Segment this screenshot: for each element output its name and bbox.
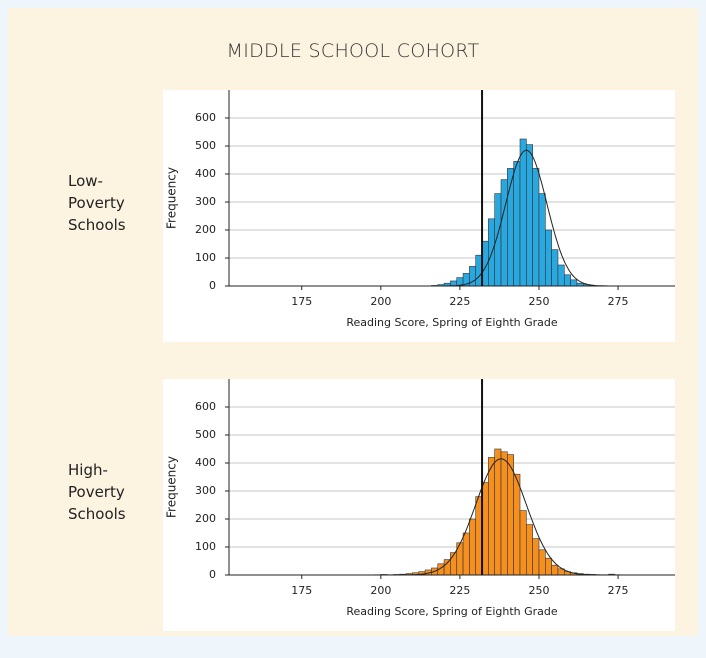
y-tick-label: 300 <box>195 484 216 497</box>
x-tick-label: 175 <box>291 295 312 308</box>
bar <box>513 161 521 287</box>
bar <box>494 448 502 576</box>
x-tick-label: 175 <box>291 584 312 597</box>
bar <box>488 457 496 576</box>
x-tick-label: 200 <box>370 584 391 597</box>
bar <box>513 473 521 576</box>
bar <box>519 510 527 576</box>
bar <box>545 557 552 576</box>
plot-background <box>163 90 675 342</box>
y-tick-label: 600 <box>195 111 216 124</box>
x-tick-label: 225 <box>449 295 470 308</box>
y-tick-label: 100 <box>195 251 216 264</box>
x-tick-label: 225 <box>449 584 470 597</box>
bar <box>450 552 458 576</box>
x-tick-label: 250 <box>528 295 549 308</box>
x-tick-label: 275 <box>608 295 629 308</box>
x-tick-label: 250 <box>528 584 549 597</box>
y-tick-label: 400 <box>195 456 216 469</box>
y-tick-label: 200 <box>195 512 216 525</box>
bar <box>519 138 527 287</box>
bar <box>443 559 451 576</box>
bar <box>500 451 508 576</box>
y-tick-label: 400 <box>195 167 216 180</box>
x-axis-label: Reading Score, Spring of Eighth Grade <box>346 605 558 618</box>
y-tick-label: 0 <box>209 279 216 292</box>
y-tick-label: 600 <box>195 400 216 413</box>
x-tick-label: 200 <box>370 295 391 308</box>
y-axis-label: Frequency <box>165 456 179 518</box>
bar <box>538 193 546 287</box>
x-tick-label: 275 <box>608 584 629 597</box>
bar <box>551 564 559 576</box>
bar <box>538 549 546 576</box>
bar <box>570 279 578 287</box>
bar <box>526 524 533 576</box>
y-tick-label: 500 <box>195 428 216 441</box>
bar <box>545 229 552 287</box>
bar <box>500 179 508 287</box>
bar <box>551 249 559 287</box>
group-label: High-Poverty Schools <box>68 461 126 523</box>
bar <box>557 264 565 287</box>
y-tick-label: 0 <box>209 568 216 581</box>
y-tick-label: 200 <box>195 223 216 236</box>
y-tick-label: 100 <box>195 540 216 553</box>
bar <box>469 518 477 576</box>
bar <box>532 168 540 287</box>
plot-background <box>163 379 675 631</box>
bar <box>526 144 533 287</box>
bar <box>563 274 571 287</box>
y-tick-label: 300 <box>195 195 216 208</box>
x-axis-label: Reading Score, Spring of Eighth Grade <box>346 316 558 329</box>
bar <box>507 454 514 576</box>
y-axis-label: Frequency <box>165 167 179 229</box>
y-tick-label: 500 <box>195 139 216 152</box>
bar <box>532 538 540 576</box>
bar <box>462 532 470 576</box>
chart-title: MIDDLE SCHOOL COHORT <box>226 40 480 62</box>
group-label: Low-Poverty Schools <box>68 172 126 234</box>
